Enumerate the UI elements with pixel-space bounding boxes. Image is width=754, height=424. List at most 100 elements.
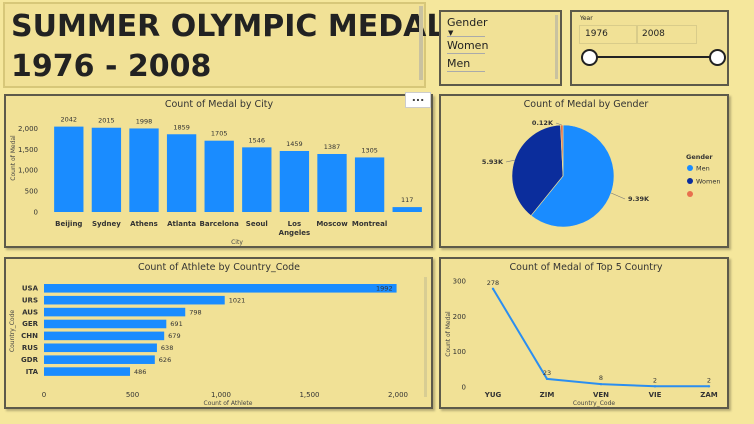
bar[interactable] [44, 295, 225, 305]
x-tick-label: ZAM [700, 391, 717, 399]
data-label: 2015 [98, 117, 115, 125]
x-tick-label: Montreal [352, 220, 387, 228]
slicer-scrollbar[interactable] [555, 15, 558, 79]
slicer-divider [447, 71, 485, 72]
data-label: 691 [170, 320, 182, 328]
x-tick-label: VIE [649, 391, 662, 399]
x-tick-label: Los [288, 220, 301, 228]
bar[interactable] [44, 331, 165, 341]
athlete-by-country-chart: Count of Athlete by Country_Code Country… [9, 262, 427, 407]
y-tick-label: USA [22, 285, 39, 293]
x-tick-label: 1,500 [299, 391, 319, 399]
bar[interactable] [44, 284, 397, 293]
bar[interactable] [44, 307, 186, 317]
top5-country-panel: Count of Medal of Top 5 Country Count of… [439, 257, 729, 409]
data-label: 1387 [324, 143, 341, 151]
bar[interactable] [44, 319, 167, 329]
data-label: 1021 [229, 296, 246, 304]
data-label: 2042 [61, 116, 78, 124]
chart-title: Count of Medal by City [165, 99, 274, 110]
data-label: 1992 [376, 285, 393, 293]
data-label: 117 [401, 196, 413, 204]
x-tick-label: 500 [126, 391, 139, 399]
x-tick-label: Seoul [246, 220, 268, 228]
leader-line [610, 192, 626, 200]
y-axis-title: Count of Medal [10, 135, 17, 181]
x-tick-label: 1,000 [211, 391, 231, 399]
bar[interactable] [44, 367, 131, 376]
bar[interactable] [354, 157, 385, 212]
bar[interactable] [44, 343, 157, 353]
data-label: 1705 [211, 130, 228, 138]
y-tick-label: 500 [25, 188, 38, 196]
y-axis-title: Count of Medal [445, 311, 452, 357]
data-label: 1546 [249, 136, 266, 144]
data-label: 679 [168, 332, 180, 340]
bar[interactable] [54, 126, 84, 212]
x-tick-label: Atlanta [167, 220, 196, 228]
data-label: 2 [707, 376, 711, 384]
year-slicer: Year 1976 2008 [570, 10, 729, 86]
y-tick-label: GER [22, 320, 39, 328]
legend-marker[interactable] [687, 191, 693, 197]
year-slider-handle-end[interactable] [709, 49, 726, 66]
data-label: 278 [487, 279, 499, 287]
x-tick-label: Moscow [316, 220, 348, 228]
legend-marker[interactable] [687, 165, 693, 171]
y-tick-label: GDR [21, 356, 39, 364]
year-from-input[interactable]: 1976 [579, 25, 638, 44]
bar[interactable] [166, 134, 197, 212]
gender-option-men[interactable]: Men [447, 57, 471, 70]
legend-marker[interactable] [687, 178, 693, 184]
bar[interactable] [242, 147, 272, 212]
bar[interactable] [91, 127, 122, 212]
year-to-input[interactable]: 2008 [636, 25, 697, 44]
gender-slicer: Gender ▼ Women Men [439, 10, 562, 86]
data-point[interactable] [545, 377, 549, 381]
pie-slice[interactable] [511, 124, 564, 217]
x-tick-label: Barcelona [200, 220, 240, 228]
bar[interactable] [279, 150, 310, 212]
legend-label[interactable]: Men [696, 165, 710, 173]
data-label: 9.39K [628, 195, 650, 203]
leader-line [505, 159, 515, 163]
y-tick-label: 0 [34, 209, 38, 217]
y-tick-label: 300 [453, 278, 466, 286]
chart-scrollbar[interactable] [424, 277, 427, 397]
chart-title: Count of Medal of Top 5 Country [510, 262, 663, 273]
top5-country-chart: Count of Medal of Top 5 Country Count of… [445, 262, 718, 407]
leader-line [555, 122, 562, 126]
x-tick-label: YUG [484, 391, 502, 399]
pie-slice[interactable] [530, 124, 615, 228]
data-label: 1459 [286, 140, 303, 148]
bar[interactable] [44, 355, 155, 364]
bar[interactable] [129, 128, 159, 212]
bar[interactable] [317, 153, 347, 212]
data-point[interactable] [653, 385, 657, 388]
data-point[interactable] [599, 382, 603, 386]
chevron-down-icon[interactable]: ▼ [448, 29, 454, 37]
x-tick-label: Athens [130, 220, 158, 228]
gender-option-women[interactable]: Women [447, 39, 489, 52]
data-label: 486 [134, 368, 146, 376]
title-scrollbar[interactable] [419, 6, 423, 80]
data-point[interactable] [491, 287, 495, 290]
bar[interactable] [392, 207, 422, 212]
year-slider-handle-start[interactable] [581, 49, 598, 66]
y-tick-label: RUS [22, 344, 38, 352]
y-tick-label: ITA [26, 368, 39, 376]
x-tick-label: Beijing [55, 220, 82, 228]
year-slider-track[interactable] [589, 56, 716, 58]
slicer-divider [447, 36, 485, 37]
legend-label[interactable]: Women [696, 178, 720, 186]
x-axis-title: Count of Athlete [204, 400, 253, 407]
data-label: 8 [599, 374, 603, 382]
data-label: 798 [189, 308, 201, 316]
series-line[interactable] [492, 288, 709, 388]
more-options-button[interactable]: ... [405, 92, 431, 108]
pie-slice[interactable] [560, 124, 564, 177]
y-tick-label: URS [22, 296, 38, 304]
data-label: 0.12K [532, 119, 554, 127]
data-point[interactable] [707, 385, 711, 388]
bar[interactable] [204, 140, 234, 212]
